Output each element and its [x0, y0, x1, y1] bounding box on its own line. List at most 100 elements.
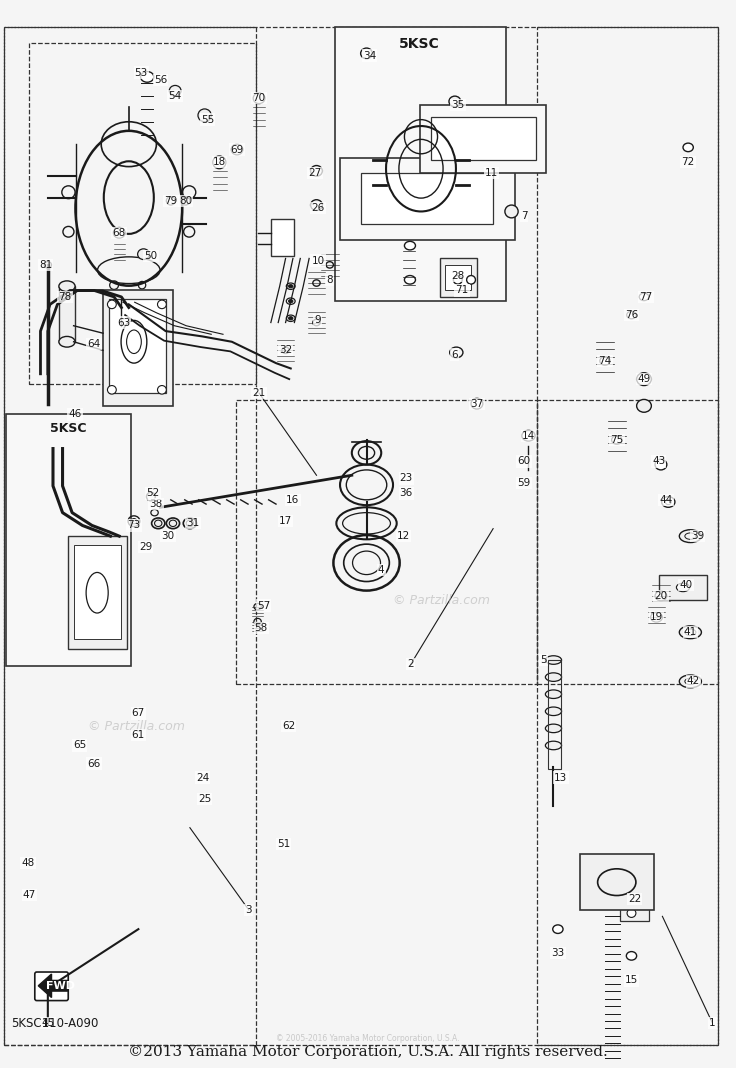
Bar [537, 27, 718, 1045]
Ellipse shape [158, 386, 166, 394]
Text: 31: 31 [186, 518, 199, 529]
Bar [335, 27, 506, 301]
Ellipse shape [404, 276, 415, 284]
Ellipse shape [169, 85, 181, 96]
Ellipse shape [282, 347, 289, 354]
Text: 10: 10 [311, 255, 325, 266]
FancyBboxPatch shape [35, 972, 68, 1001]
Ellipse shape [639, 293, 649, 301]
Text: 58: 58 [255, 623, 268, 633]
Text: 15: 15 [625, 975, 638, 986]
Ellipse shape [181, 197, 190, 205]
Text: 46: 46 [68, 409, 82, 420]
Text: 51: 51 [277, 838, 290, 849]
Ellipse shape [679, 579, 701, 592]
Ellipse shape [361, 48, 372, 59]
Ellipse shape [44, 262, 52, 268]
Text: 41: 41 [684, 627, 697, 638]
Text: 53: 53 [135, 67, 148, 78]
Text: 76: 76 [625, 310, 638, 320]
Ellipse shape [107, 386, 116, 394]
Ellipse shape [289, 285, 293, 287]
Text: 12: 12 [397, 531, 410, 541]
Ellipse shape [311, 166, 322, 176]
Ellipse shape [113, 227, 125, 238]
Text: 14: 14 [522, 430, 535, 441]
Text: 23: 23 [400, 473, 413, 484]
Text: ©2013 Yamaha Motor Corporation, U.S.A. All rights reserved.: ©2013 Yamaha Motor Corporation, U.S.A. A… [128, 1045, 608, 1059]
Ellipse shape [183, 518, 197, 529]
Ellipse shape [545, 724, 562, 733]
Ellipse shape [231, 144, 243, 155]
Text: 5KSC: 5KSC [399, 37, 440, 51]
Text: 81: 81 [39, 260, 52, 270]
Text: 73: 73 [127, 520, 141, 531]
Text: 20: 20 [654, 591, 668, 601]
Text: 56: 56 [154, 75, 167, 85]
Text: 32: 32 [279, 345, 292, 356]
Ellipse shape [683, 143, 693, 152]
Text: 22: 22 [628, 894, 641, 905]
Ellipse shape [679, 530, 701, 543]
Text: 16: 16 [286, 494, 300, 505]
Ellipse shape [627, 909, 636, 917]
Text: 45: 45 [41, 1018, 54, 1028]
Bar [440, 258, 477, 297]
Text: 74: 74 [598, 356, 612, 366]
Ellipse shape [467, 276, 475, 284]
Text: 55: 55 [201, 114, 214, 125]
Text: 33: 33 [551, 947, 565, 958]
Text: 63: 63 [117, 317, 130, 328]
Text: 78: 78 [58, 292, 71, 302]
Ellipse shape [313, 280, 320, 286]
Ellipse shape [313, 319, 320, 326]
Bar [236, 400, 537, 684]
Text: 2: 2 [407, 659, 414, 670]
Text: 1: 1 [709, 1018, 716, 1028]
Text: 30: 30 [161, 531, 174, 541]
Text: 9: 9 [314, 315, 322, 326]
Ellipse shape [138, 249, 149, 260]
Text: 5KSC110-A090: 5KSC110-A090 [11, 1017, 99, 1030]
Text: 70: 70 [252, 93, 266, 104]
Bar [29, 43, 256, 384]
Text: 44: 44 [659, 494, 673, 505]
Ellipse shape [166, 197, 175, 205]
Text: 19: 19 [650, 612, 663, 623]
Ellipse shape [679, 675, 701, 688]
Ellipse shape [471, 398, 483, 409]
Ellipse shape [453, 276, 462, 284]
Text: 69: 69 [230, 144, 244, 155]
Bar [537, 400, 718, 684]
Text: 27: 27 [308, 168, 322, 178]
Polygon shape [38, 974, 68, 998]
Text: 47: 47 [23, 890, 36, 900]
Text: 62: 62 [282, 721, 295, 732]
Ellipse shape [59, 281, 75, 292]
Text: 8: 8 [326, 274, 333, 285]
Text: 24: 24 [196, 772, 209, 783]
Text: 67: 67 [132, 708, 145, 719]
Ellipse shape [626, 952, 637, 960]
Bar [659, 575, 707, 600]
Text: 64: 64 [88, 339, 101, 349]
Bar [340, 158, 515, 240]
Text: 72: 72 [682, 157, 695, 168]
Text: 7: 7 [520, 210, 528, 221]
Text: 66: 66 [88, 758, 101, 769]
Ellipse shape [141, 72, 154, 82]
Ellipse shape [166, 518, 180, 529]
Ellipse shape [289, 300, 293, 303]
Text: 60: 60 [517, 456, 531, 467]
Text: 77: 77 [640, 292, 653, 302]
Ellipse shape [158, 300, 166, 309]
Bar [59, 286, 75, 342]
Ellipse shape [637, 399, 651, 412]
Ellipse shape [449, 96, 461, 107]
Text: 18: 18 [213, 157, 226, 168]
Ellipse shape [404, 241, 415, 250]
Ellipse shape [598, 868, 636, 895]
Ellipse shape [213, 156, 226, 169]
Text: 61: 61 [132, 729, 145, 740]
Text: 21: 21 [252, 388, 266, 398]
